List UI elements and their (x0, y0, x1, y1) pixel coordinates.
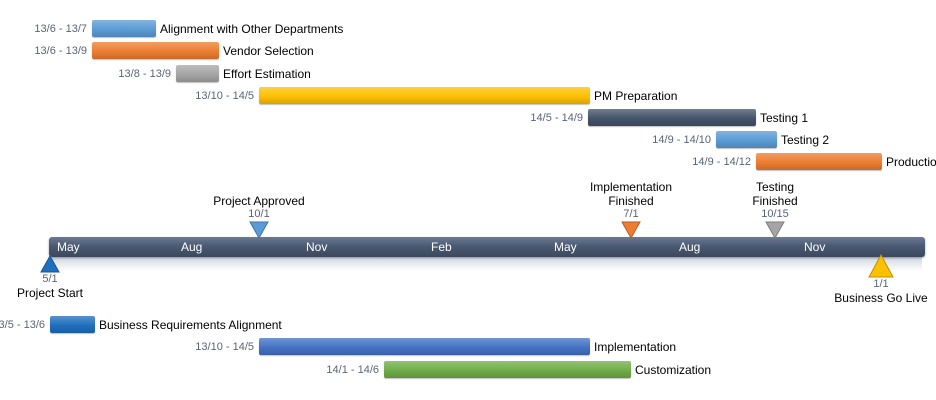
task-label: Testing 1 (760, 111, 809, 125)
task-bar[interactable] (588, 109, 756, 126)
month-label: Nov (804, 240, 826, 254)
milestone-triangle (621, 221, 641, 239)
milestone-date: 5/1 (42, 273, 58, 285)
task-date: 13/5 - 13/6 (0, 319, 45, 331)
milestone-date: 10/15 (761, 208, 789, 220)
task-bar[interactable] (716, 131, 777, 148)
milestone-testing-finished[interactable]: Testing Finished 10/15 (705, 180, 845, 239)
milestone-project-start[interactable]: 5/1 Project Start (0, 255, 120, 300)
task-bar[interactable] (50, 316, 95, 333)
task-label: Production (886, 155, 936, 169)
milestone-title: Project Start (16, 286, 84, 300)
milestone-triangle (249, 221, 269, 239)
milestone-title: Project Approved (213, 194, 305, 208)
task-label: Customization (635, 363, 712, 377)
milestone-triangle (765, 221, 785, 239)
task-date: 13/8 - 13/9 (118, 68, 171, 80)
task-label: Effort Estimation (223, 67, 311, 81)
task-bar[interactable] (756, 153, 882, 170)
task-bar[interactable] (259, 87, 590, 104)
milestone-date: 7/1 (623, 208, 639, 220)
milestone-date: 1/1 (873, 278, 889, 290)
task-label: Testing 2 (781, 133, 830, 147)
milestone-marker-up-icon (868, 254, 894, 278)
milestone-marker-down-icon (765, 221, 785, 239)
task-bar[interactable] (259, 338, 590, 355)
task-business-requirements-alignment[interactable]: 13/5 - 13/6 Business Requirements Alignme… (0, 315, 282, 335)
milestone-title: Business Go Live (834, 291, 928, 305)
task-effort-estimation[interactable]: 13/8 - 13/9 Effort Estimation (118, 64, 311, 84)
milestone-marker-down-icon (621, 221, 641, 239)
task-bar[interactable] (176, 65, 219, 82)
month-label: May (554, 240, 577, 254)
month-label: Aug (679, 240, 701, 254)
milestone-business-go-live[interactable]: 1/1 Business Go Live (811, 254, 936, 305)
task-implementation[interactable]: 13/10 - 14/5 Implementation (195, 337, 676, 357)
task-testing-1[interactable]: 14/5 - 14/9 Testing 1 (530, 108, 808, 128)
milestone-title: Finished (608, 194, 654, 208)
month-label: Aug (181, 240, 203, 254)
month-label: Nov (306, 240, 328, 254)
task-date: 13/10 - 14/5 (195, 341, 254, 353)
timeline-axis: May Aug Nov Feb May Aug Nov (49, 237, 925, 257)
task-label: PM Preparation (594, 89, 678, 103)
task-testing-2[interactable]: 14/9 - 14/10 Testing 2 (652, 130, 829, 150)
month-label: Feb (431, 240, 452, 254)
task-date: 13/6 - 13/7 (34, 23, 87, 35)
task-date: 13/10 - 14/5 (195, 90, 254, 102)
task-bar[interactable] (92, 20, 156, 37)
timeline-reflection (52, 257, 922, 271)
milestone-title: Implementation (589, 180, 673, 194)
task-vendor-selection[interactable]: 13/6 - 13/9 Vendor Selection (34, 41, 314, 61)
milestone-triangle (868, 254, 894, 278)
milestone-title: Testing (755, 180, 795, 194)
task-bar[interactable] (92, 42, 219, 59)
milestone-project-approved[interactable]: Project Approved 10/1 (189, 194, 329, 239)
milestone-triangle (40, 255, 60, 273)
milestone-title: Finished (752, 194, 798, 208)
task-date: 13/6 - 13/9 (34, 45, 87, 57)
task-label: Alignment with Other Departments (160, 22, 344, 36)
task-bar[interactable] (384, 361, 631, 378)
task-date: 14/5 - 14/9 (530, 112, 583, 124)
task-label: Implementation (594, 340, 677, 354)
task-label: Business Requirements Alignment (99, 318, 282, 332)
task-alignment-other-departments[interactable]: 13/6 - 13/7 Alignment with Other Departme… (34, 19, 343, 39)
task-date: 14/1 - 14/6 (326, 364, 379, 376)
milestone-marker-up-icon (40, 255, 60, 273)
month-label: May (57, 240, 80, 254)
milestone-implementation-finished[interactable]: Implementation Finished 7/1 (561, 180, 701, 239)
task-pm-preparation[interactable]: 13/10 - 14/5 PM Preparation (195, 86, 677, 106)
task-label: Vendor Selection (223, 44, 314, 58)
milestone-date: 10/1 (248, 208, 270, 220)
task-customization[interactable]: 14/1 - 14/6 Customization (326, 360, 711, 380)
task-production[interactable]: 14/9 - 14/12 Production (692, 152, 936, 172)
task-date: 14/9 - 14/12 (692, 156, 751, 168)
milestone-marker-down-icon (249, 221, 269, 239)
task-date: 14/9 - 14/10 (652, 134, 711, 146)
